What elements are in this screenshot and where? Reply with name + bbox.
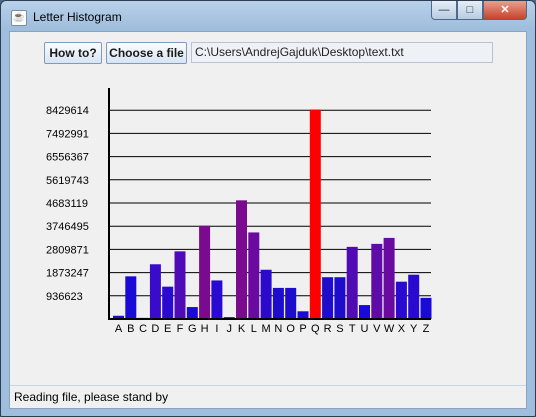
bar-h (199, 225, 211, 319)
x-tick-label: S (336, 323, 343, 335)
bar-b (125, 276, 137, 319)
x-tick-label: Y (410, 323, 418, 335)
x-tick-label: Z (423, 323, 430, 335)
bar-i (211, 280, 223, 319)
maximize-button[interactable]: □ (457, 1, 483, 20)
bar-t (346, 246, 358, 319)
y-tick-label: 2809871 (46, 244, 89, 256)
x-tick-label: L (251, 323, 257, 335)
bar-v (371, 243, 383, 319)
y-tick-label: 8429614 (46, 105, 89, 117)
bar-k (236, 200, 247, 319)
y-tick-label: 6556367 (46, 152, 89, 164)
content-pane: How to? Choose a file C:\Users\AndrejGaj… (9, 31, 527, 409)
status-separator (10, 385, 526, 386)
x-tick-label: G (188, 323, 197, 335)
x-tick-label: F (177, 323, 184, 335)
x-tick-label: V (373, 323, 381, 335)
window-controls: — □ ✕ (431, 1, 527, 21)
bar-m (260, 269, 272, 319)
bar-g (186, 307, 198, 319)
letter-histogram-chart: 936623 1873247 2809871 3746495 4683119 561974… (46, 88, 432, 335)
bar-s (334, 277, 346, 319)
y-tick-label: 7492991 (46, 128, 89, 140)
y-tick-label: 4683119 (46, 198, 88, 210)
y-tick-label: 3746495 (46, 221, 89, 233)
y-tick-label: 936623 (46, 291, 83, 303)
title-bar[interactable]: ☕ Letter Histogram — □ ✕ (1, 1, 535, 31)
x-tick-label: D (151, 323, 159, 335)
x-tick-label: N (274, 323, 282, 335)
x-tick-label: T (349, 323, 356, 335)
x-tick-label: X (398, 323, 406, 335)
bar-n (272, 287, 284, 319)
bar-r (322, 277, 334, 319)
bar-y (408, 274, 420, 319)
y-tick-label: 5619743 (46, 175, 89, 187)
x-tick-label: R (324, 323, 332, 335)
x-tick-label: O (286, 323, 295, 335)
x-tick-label: E (164, 323, 171, 335)
bar-x (395, 281, 407, 319)
x-tick-label: I (215, 323, 218, 335)
java-icon: ☕ (11, 10, 27, 26)
bar-e (162, 286, 174, 319)
x-tick-label: H (201, 323, 209, 335)
x-tick-label: P (299, 323, 306, 335)
x-tick-label: A (115, 323, 123, 335)
x-tick-label: M (262, 323, 271, 335)
bar-o (285, 287, 297, 319)
x-tick-label: J (226, 323, 232, 335)
bar-u (359, 305, 370, 319)
x-tick-label: B (127, 323, 134, 335)
x-tick-label: U (361, 323, 369, 335)
bar-q (309, 109, 321, 319)
status-text: Reading file, please stand by (14, 390, 169, 404)
bar-a (113, 315, 124, 319)
bar-p (297, 311, 309, 319)
x-tick-label: K (238, 323, 246, 335)
bar-w (383, 237, 395, 319)
bar-z (420, 297, 432, 319)
close-button[interactable]: ✕ (483, 1, 527, 20)
minimize-button[interactable]: — (431, 1, 457, 20)
bar-f (174, 251, 186, 319)
file-path-field[interactable]: C:\Users\AndrejGajduk\Desktop\text.txt (191, 42, 493, 63)
window-title: Letter Histogram (33, 10, 122, 24)
bar-d (149, 264, 161, 319)
y-tick-label: 1873247 (46, 268, 89, 280)
how-to-button[interactable]: How to? (44, 42, 102, 64)
bar-l (248, 232, 260, 319)
x-tick-label: W (384, 323, 395, 335)
x-tick-label: C (139, 323, 147, 335)
x-tick-label: Q (311, 323, 320, 335)
choose-file-button[interactable]: Choose a file (106, 42, 187, 64)
